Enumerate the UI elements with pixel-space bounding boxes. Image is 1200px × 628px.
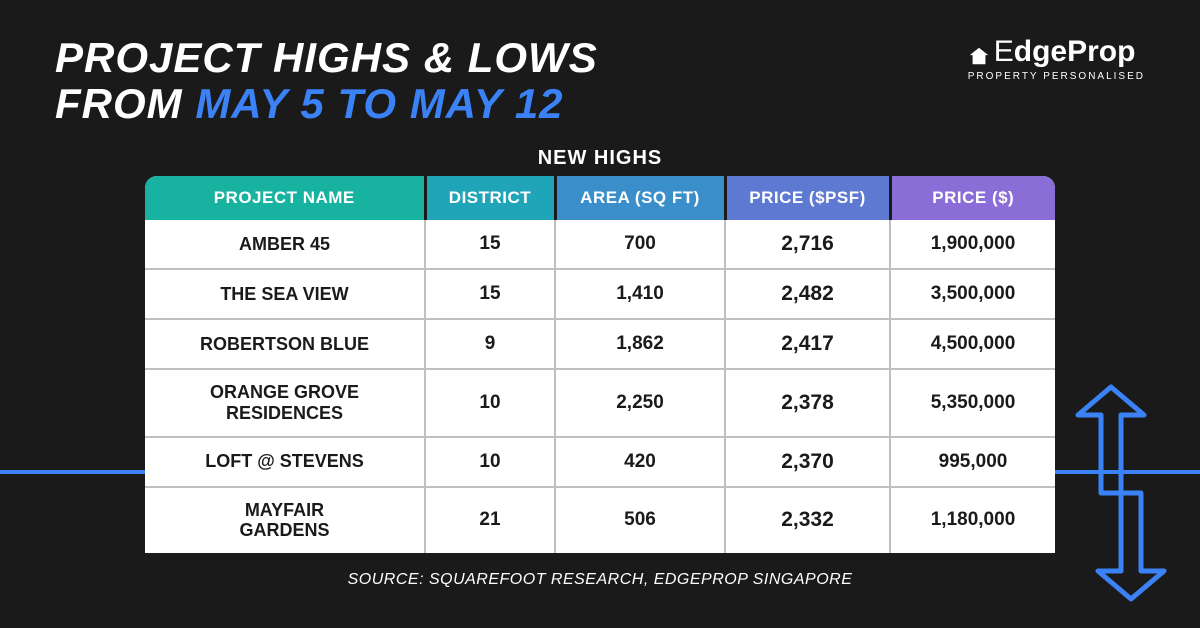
title-date-range: MAY 5 TO MAY 12 <box>195 80 563 127</box>
project-name-cell: AMBER 45 <box>145 220 425 269</box>
project-name-cell: ORANGE GROVERESIDENCES <box>145 369 425 436</box>
house-icon <box>968 41 990 63</box>
price-psf-cell: 2,482 <box>725 269 890 319</box>
price-psf-cell: 2,332 <box>725 487 890 553</box>
table-row: AMBER 45157002,7161,900,000 <box>145 220 1055 269</box>
district-cell: 15 <box>425 220 555 269</box>
area-cell: 1,410 <box>555 269 725 319</box>
project-name-cell: ROBERTSON BLUE <box>145 319 425 369</box>
data-table: PROJECT NAMEDISTRICTAREA (SQ FT)PRICE ($… <box>145 176 1055 553</box>
up-down-arrows-icon <box>1066 383 1176 608</box>
logo-rest: dgeProp <box>1014 35 1136 68</box>
column-header: PRICE ($PSF) <box>725 176 890 220</box>
table-row: THE SEA VIEW151,4102,4823,500,000 <box>145 269 1055 319</box>
infographic-container: PROJECT HIGHS & LOWS FROM MAY 5 TO MAY 1… <box>0 0 1200 609</box>
source-attribution: SOURCE: SQUAREFOOT RESEARCH, EDGEPROP SI… <box>55 571 1145 589</box>
project-name-cell: THE SEA VIEW <box>145 269 425 319</box>
price-psf-cell: 2,716 <box>725 220 890 269</box>
page-title: PROJECT HIGHS & LOWS FROM MAY 5 TO MAY 1… <box>55 35 598 127</box>
price-cell: 5,350,000 <box>890 369 1055 436</box>
table-header: PROJECT NAMEDISTRICTAREA (SQ FT)PRICE ($… <box>145 176 1055 220</box>
table-title: NEW HIGHS <box>55 147 1145 170</box>
price-psf-cell: 2,417 <box>725 319 890 369</box>
logo-wordmark: EdgeProp <box>968 35 1145 69</box>
data-table-wrapper: PROJECT NAMEDISTRICTAREA (SQ FT)PRICE ($… <box>145 176 1055 553</box>
logo-tagline: PROPERTY PERSONALISED <box>968 71 1145 82</box>
table-row: MAYFAIRGARDENS215062,3321,180,000 <box>145 487 1055 553</box>
table-row: ORANGE GROVERESIDENCES102,2502,3785,350,… <box>145 369 1055 436</box>
area-cell: 1,862 <box>555 319 725 369</box>
header-row: PROJECT HIGHS & LOWS FROM MAY 5 TO MAY 1… <box>55 35 1145 127</box>
column-header: AREA (SQ FT) <box>555 176 725 220</box>
district-cell: 10 <box>425 437 555 487</box>
brand-logo: EdgeProp PROPERTY PERSONALISED <box>968 35 1145 82</box>
price-psf-cell: 2,378 <box>725 369 890 436</box>
title-line-1: PROJECT HIGHS & LOWS <box>55 35 598 81</box>
column-header: DISTRICT <box>425 176 555 220</box>
table-row: ROBERTSON BLUE91,8622,4174,500,000 <box>145 319 1055 369</box>
price-psf-cell: 2,370 <box>725 437 890 487</box>
title-prefix: FROM <box>55 80 195 127</box>
area-cell: 420 <box>555 437 725 487</box>
column-header: PROJECT NAME <box>145 176 425 220</box>
price-cell: 995,000 <box>890 437 1055 487</box>
title-line-2: FROM MAY 5 TO MAY 12 <box>55 81 598 127</box>
table-body: AMBER 45157002,7161,900,000THE SEA VIEW1… <box>145 220 1055 553</box>
area-cell: 700 <box>555 220 725 269</box>
project-name-cell: MAYFAIRGARDENS <box>145 487 425 553</box>
price-cell: 1,900,000 <box>890 220 1055 269</box>
area-cell: 2,250 <box>555 369 725 436</box>
district-cell: 10 <box>425 369 555 436</box>
price-cell: 1,180,000 <box>890 487 1055 553</box>
district-cell: 15 <box>425 269 555 319</box>
project-name-cell: LOFT @ STEVENS <box>145 437 425 487</box>
price-cell: 4,500,000 <box>890 319 1055 369</box>
column-header: PRICE ($) <box>890 176 1055 220</box>
price-cell: 3,500,000 <box>890 269 1055 319</box>
district-cell: 21 <box>425 487 555 553</box>
district-cell: 9 <box>425 319 555 369</box>
area-cell: 506 <box>555 487 725 553</box>
logo-letter-e: E <box>994 35 1014 68</box>
table-row: LOFT @ STEVENS104202,370995,000 <box>145 437 1055 487</box>
